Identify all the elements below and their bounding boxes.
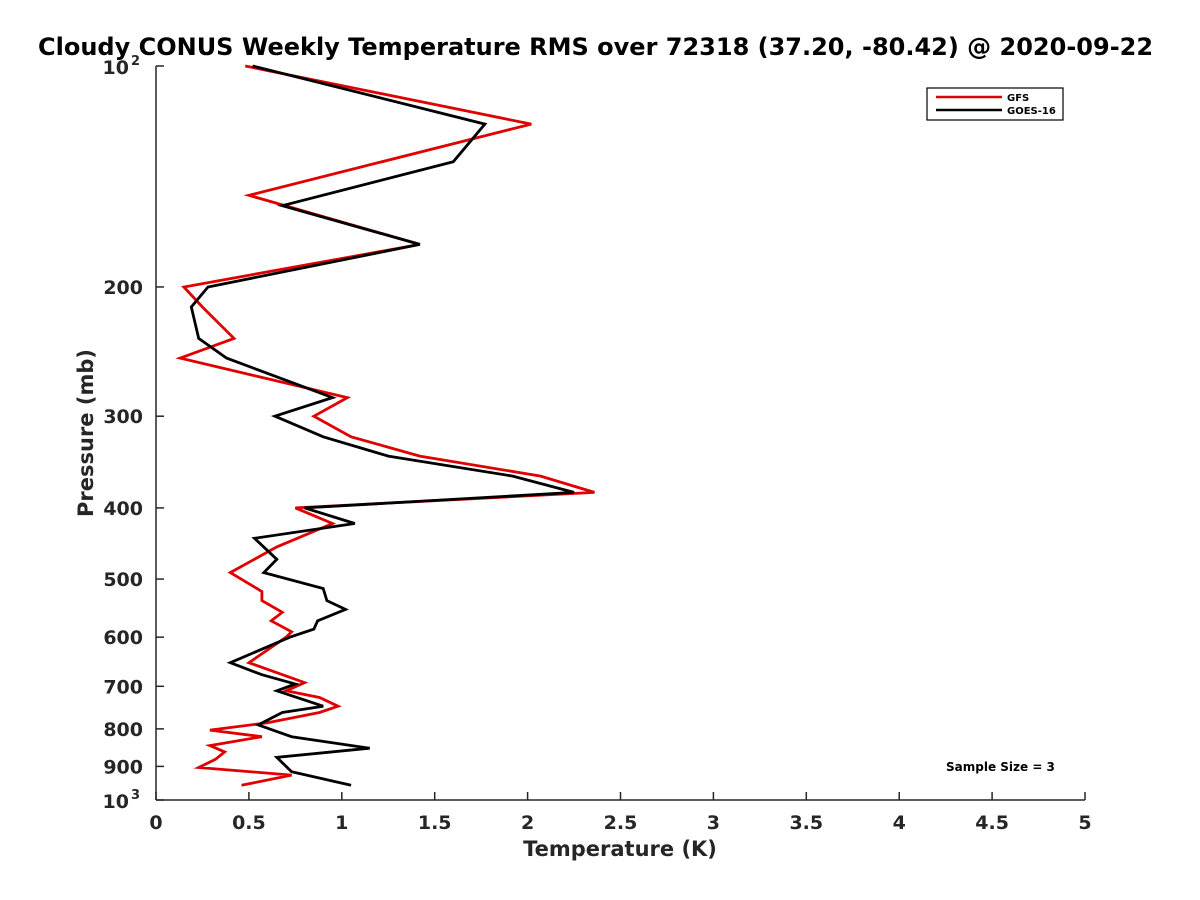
y-tick-label: 500 <box>103 569 143 591</box>
x-tick-label: 2 <box>521 812 534 834</box>
x-tick-label: 4.5 <box>975 812 1009 834</box>
x-tick-label: 4 <box>893 812 906 834</box>
x-tick-label: 2.5 <box>604 812 638 834</box>
legend: GFS GOES-16 <box>926 87 1064 121</box>
plot-area <box>156 66 1085 800</box>
y-tick-label: 800 <box>103 719 143 741</box>
series-lines <box>175 64 595 787</box>
chart-title: Cloudy CONUS Weekly Temperature RMS over… <box>38 33 1153 61</box>
y-axis-label: Pressure (mb) <box>74 349 98 517</box>
y-tick-label: 10 <box>103 791 129 813</box>
y-tick-label: 10 <box>103 57 129 79</box>
y-tick-label: 200 <box>103 277 143 299</box>
series-line-gfs <box>175 64 595 787</box>
x-tick-label: 1.5 <box>418 812 452 834</box>
series-line-goes16 <box>189 64 575 787</box>
legend-label-goes16: GOES-16 <box>1007 106 1056 117</box>
y-tick-exponent: 2 <box>131 54 140 69</box>
y-tick-exponent: 3 <box>131 788 140 803</box>
x-tick-label: 0 <box>149 812 162 834</box>
x-tick-label: 5 <box>1078 812 1091 834</box>
y-tick-label: 600 <box>103 627 143 649</box>
x-tick-label: 3.5 <box>789 812 823 834</box>
x-tick-label: 3 <box>707 812 720 834</box>
y-tick-label: 900 <box>103 756 143 778</box>
x-axis: 0 0.5 1 1.5 2 2.5 3 3.5 4 4.5 5 <box>149 792 1092 834</box>
x-tick-label: 0.5 <box>232 812 266 834</box>
x-axis-label: Temperature (K) <box>523 837 717 861</box>
legend-label-gfs: GFS <box>1007 93 1029 104</box>
y-tick-label: 300 <box>103 406 143 428</box>
sample-size-annotation: Sample Size = 3 <box>946 760 1055 774</box>
x-tick-label: 1 <box>335 812 348 834</box>
y-tick-label: 400 <box>103 498 143 520</box>
legend-box <box>926 87 1064 121</box>
y-tick-label: 700 <box>103 676 143 698</box>
